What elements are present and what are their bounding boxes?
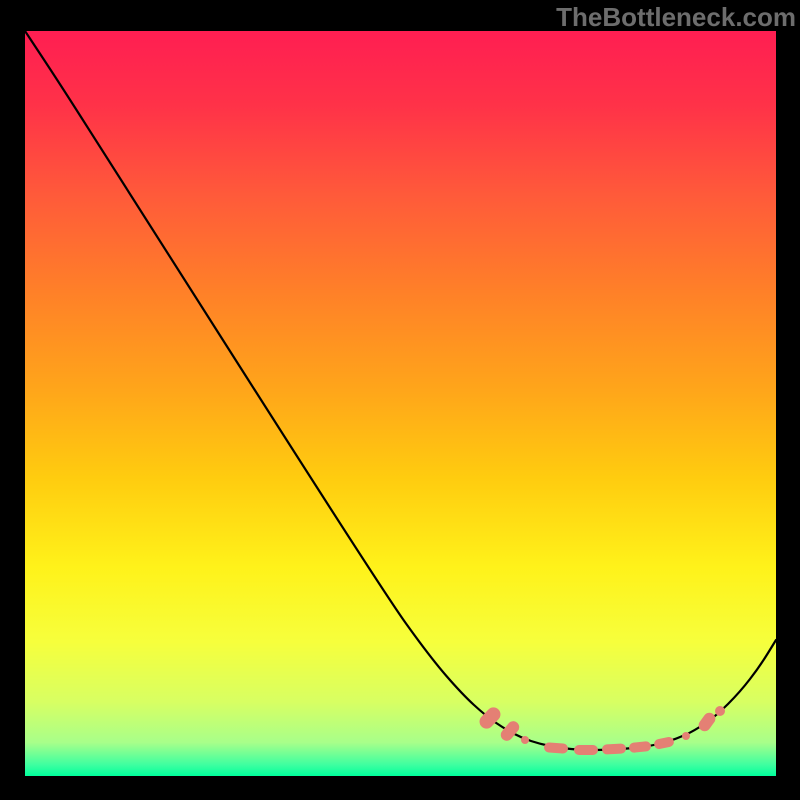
curve-marker [602, 743, 626, 754]
curve-marker [521, 736, 529, 744]
frame-border [776, 0, 800, 800]
frame-border [0, 776, 800, 800]
curve-marker [715, 706, 725, 716]
curve-path [25, 31, 776, 750]
watermark-label: TheBottleneck.com [556, 2, 796, 33]
curve-marker [574, 745, 598, 755]
curve-marker [682, 732, 690, 740]
bottleneck-curve [0, 0, 800, 800]
frame-border [0, 0, 25, 800]
curve-marker [544, 742, 569, 754]
